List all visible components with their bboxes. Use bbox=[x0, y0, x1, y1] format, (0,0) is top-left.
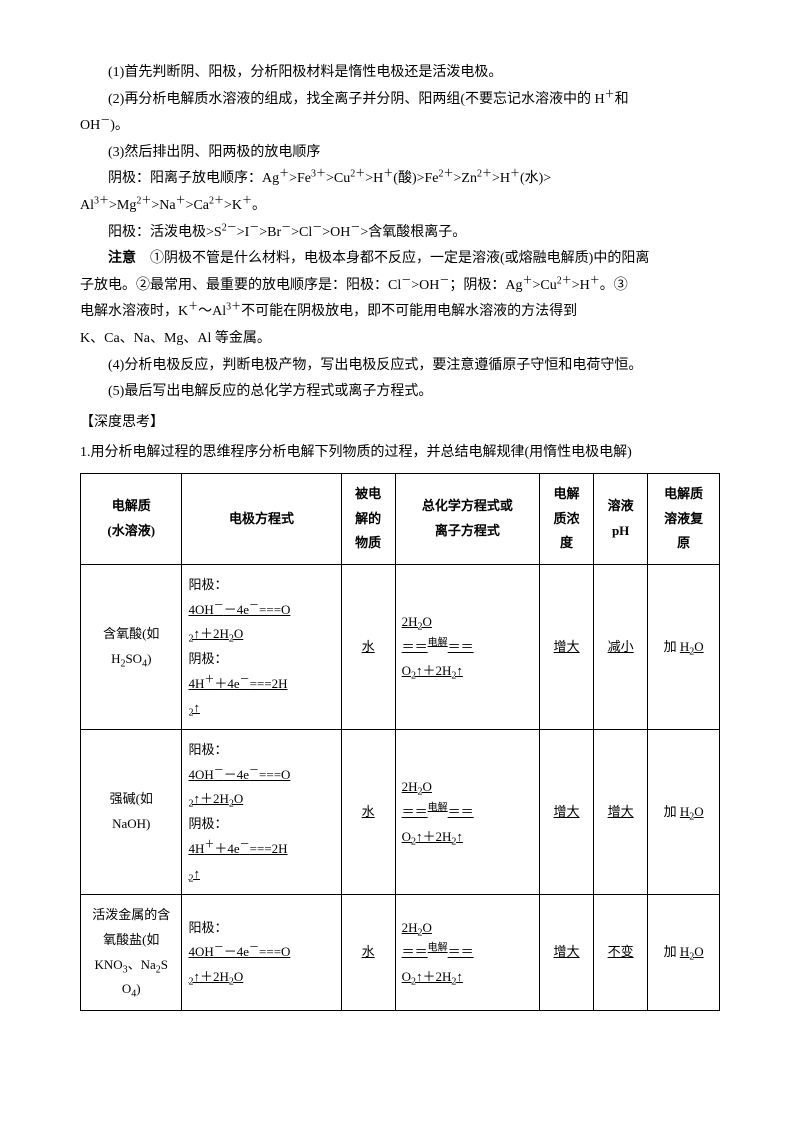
col-electrode-eq: 电极方程式 bbox=[182, 473, 341, 564]
anode-order: 阳极：活泼电极>S2－>I－>Br－>Cl－>OH－>含氧酸根离子。 bbox=[80, 220, 720, 247]
cell-conc: 增大 bbox=[540, 564, 594, 729]
table-row: 强碱(如 NaOH) 阳极： 4OH－－4e－===O 2↑＋2H2O 阴极： … bbox=[81, 730, 720, 895]
cathode-order-2: Al3＋>Mg2＋>Na＋>Ca2＋>K＋。 bbox=[80, 193, 720, 220]
electrolysis-table: 电解质(水溶液) 电极方程式 被电解的物质 总化学方程式或离子方程式 电解质浓度… bbox=[80, 473, 720, 1011]
col-total-eq: 总化学方程式或离子方程式 bbox=[395, 473, 539, 564]
note-line: 注意 ①阴极不管是什么材料，电极本身都不反应，一定是溶液(或熔融电解质)中的阳离 bbox=[80, 246, 720, 273]
step-4: (4)分析电极反应，判断电极产物，写出电极反应式，要注意遵循原子守恒和电荷守恒。 bbox=[80, 353, 720, 380]
cell-total-eq: 2H2O ＝＝电解＝＝ O2↑＋2H2↑ bbox=[395, 730, 539, 895]
cell-restore: 加 H2O bbox=[648, 730, 720, 895]
note-label: 注意 bbox=[108, 251, 136, 266]
col-concentration: 电解质浓度 bbox=[540, 473, 594, 564]
cell-electrode-eq: 阳极： 4OH－－4e－===O 2↑＋2H2O bbox=[182, 895, 341, 1011]
step-1: (1)首先判断阴、阳极，分析阳极材料是惰性电极还是活泼电极。 bbox=[80, 60, 720, 87]
cell-electrolyte: 含氧酸(如 H2SO4) bbox=[81, 564, 182, 729]
cell-substance: 水 bbox=[341, 564, 395, 729]
table-header-row: 电解质(水溶液) 电极方程式 被电解的物质 总化学方程式或离子方程式 电解质浓度… bbox=[81, 473, 720, 564]
note-line4: K、Ca、Na、Mg、Al 等金属。 bbox=[80, 326, 720, 353]
step-2-cont: OH－)。 bbox=[80, 113, 720, 140]
cell-ph: 增大 bbox=[594, 730, 648, 895]
cell-ph: 减小 bbox=[594, 564, 648, 729]
step-2: (2)再分析电解质水溶液的组成，找全离子并分阴、阳两组(不要忘记水溶液中的 H＋… bbox=[80, 87, 720, 114]
cell-restore: 加 H2O bbox=[648, 895, 720, 1011]
question-1: 1.用分析电解过程的思维程序分析电解下列物质的过程，并总结电解规律(用惰性电极电… bbox=[80, 440, 720, 467]
cell-electrolyte: 活泼金属的含 氧酸盐(如 KNO3、Na2S O4) bbox=[81, 895, 182, 1011]
step-5: (5)最后写出电解反应的总化学方程式或离子方程式。 bbox=[80, 379, 720, 406]
cell-total-eq: 2H2O ＝＝电解＝＝ O2↑＋2H2↑ bbox=[395, 895, 539, 1011]
table-row: 活泼金属的含 氧酸盐(如 KNO3、Na2S O4) 阳极： 4OH－－4e－=… bbox=[81, 895, 720, 1011]
col-substance: 被电解的物质 bbox=[341, 473, 395, 564]
step-3: (3)然后排出阴、阳两极的放电顺序 bbox=[80, 140, 720, 167]
cell-substance: 水 bbox=[341, 730, 395, 895]
cathode-order: 阴极：阳离子放电顺序：Ag＋>Fe3＋>Cu2＋>H＋(酸)>Fe2＋>Zn2＋… bbox=[80, 166, 720, 193]
cell-total-eq: 2H2O ＝＝电解＝＝ O2↑＋2H2↑ bbox=[395, 564, 539, 729]
cell-electrolyte: 强碱(如 NaOH) bbox=[81, 730, 182, 895]
cell-electrode-eq: 阳极： 4OH－－4e－===O 2↑＋2H2O 阴极： 4H＋＋4e－===2… bbox=[182, 564, 341, 729]
cell-conc: 增大 bbox=[540, 895, 594, 1011]
cell-substance: 水 bbox=[341, 895, 395, 1011]
col-electrolyte: 电解质(水溶液) bbox=[81, 473, 182, 564]
cell-conc: 增大 bbox=[540, 730, 594, 895]
cell-restore: 加 H2O bbox=[648, 564, 720, 729]
cell-electrode-eq: 阳极： 4OH－－4e－===O 2↑＋2H2O 阴极： 4H＋＋4e－===2… bbox=[182, 730, 341, 895]
deep-thinking-label: 【深度思考】 bbox=[80, 410, 720, 437]
table-row: 含氧酸(如 H2SO4) 阳极： 4OH－－4e－===O 2↑＋2H2O 阴极… bbox=[81, 564, 720, 729]
col-ph: 溶液pH bbox=[594, 473, 648, 564]
note-line2: 子放电。②最常用、最重要的放电顺序是：阳极：Cl－>OH－；阴极：Ag＋>Cu2… bbox=[80, 273, 720, 300]
note-line3: 电解水溶液时，K＋～Al3＋不可能在阴极放电，即不可能用电解水溶液的方法得到 bbox=[80, 299, 720, 326]
col-restore: 电解质溶液复原 bbox=[648, 473, 720, 564]
cell-ph: 不变 bbox=[594, 895, 648, 1011]
